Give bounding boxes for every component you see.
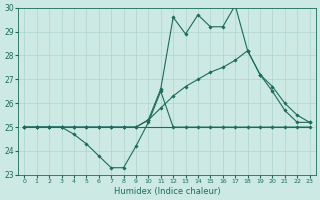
X-axis label: Humidex (Indice chaleur): Humidex (Indice chaleur)	[114, 187, 220, 196]
